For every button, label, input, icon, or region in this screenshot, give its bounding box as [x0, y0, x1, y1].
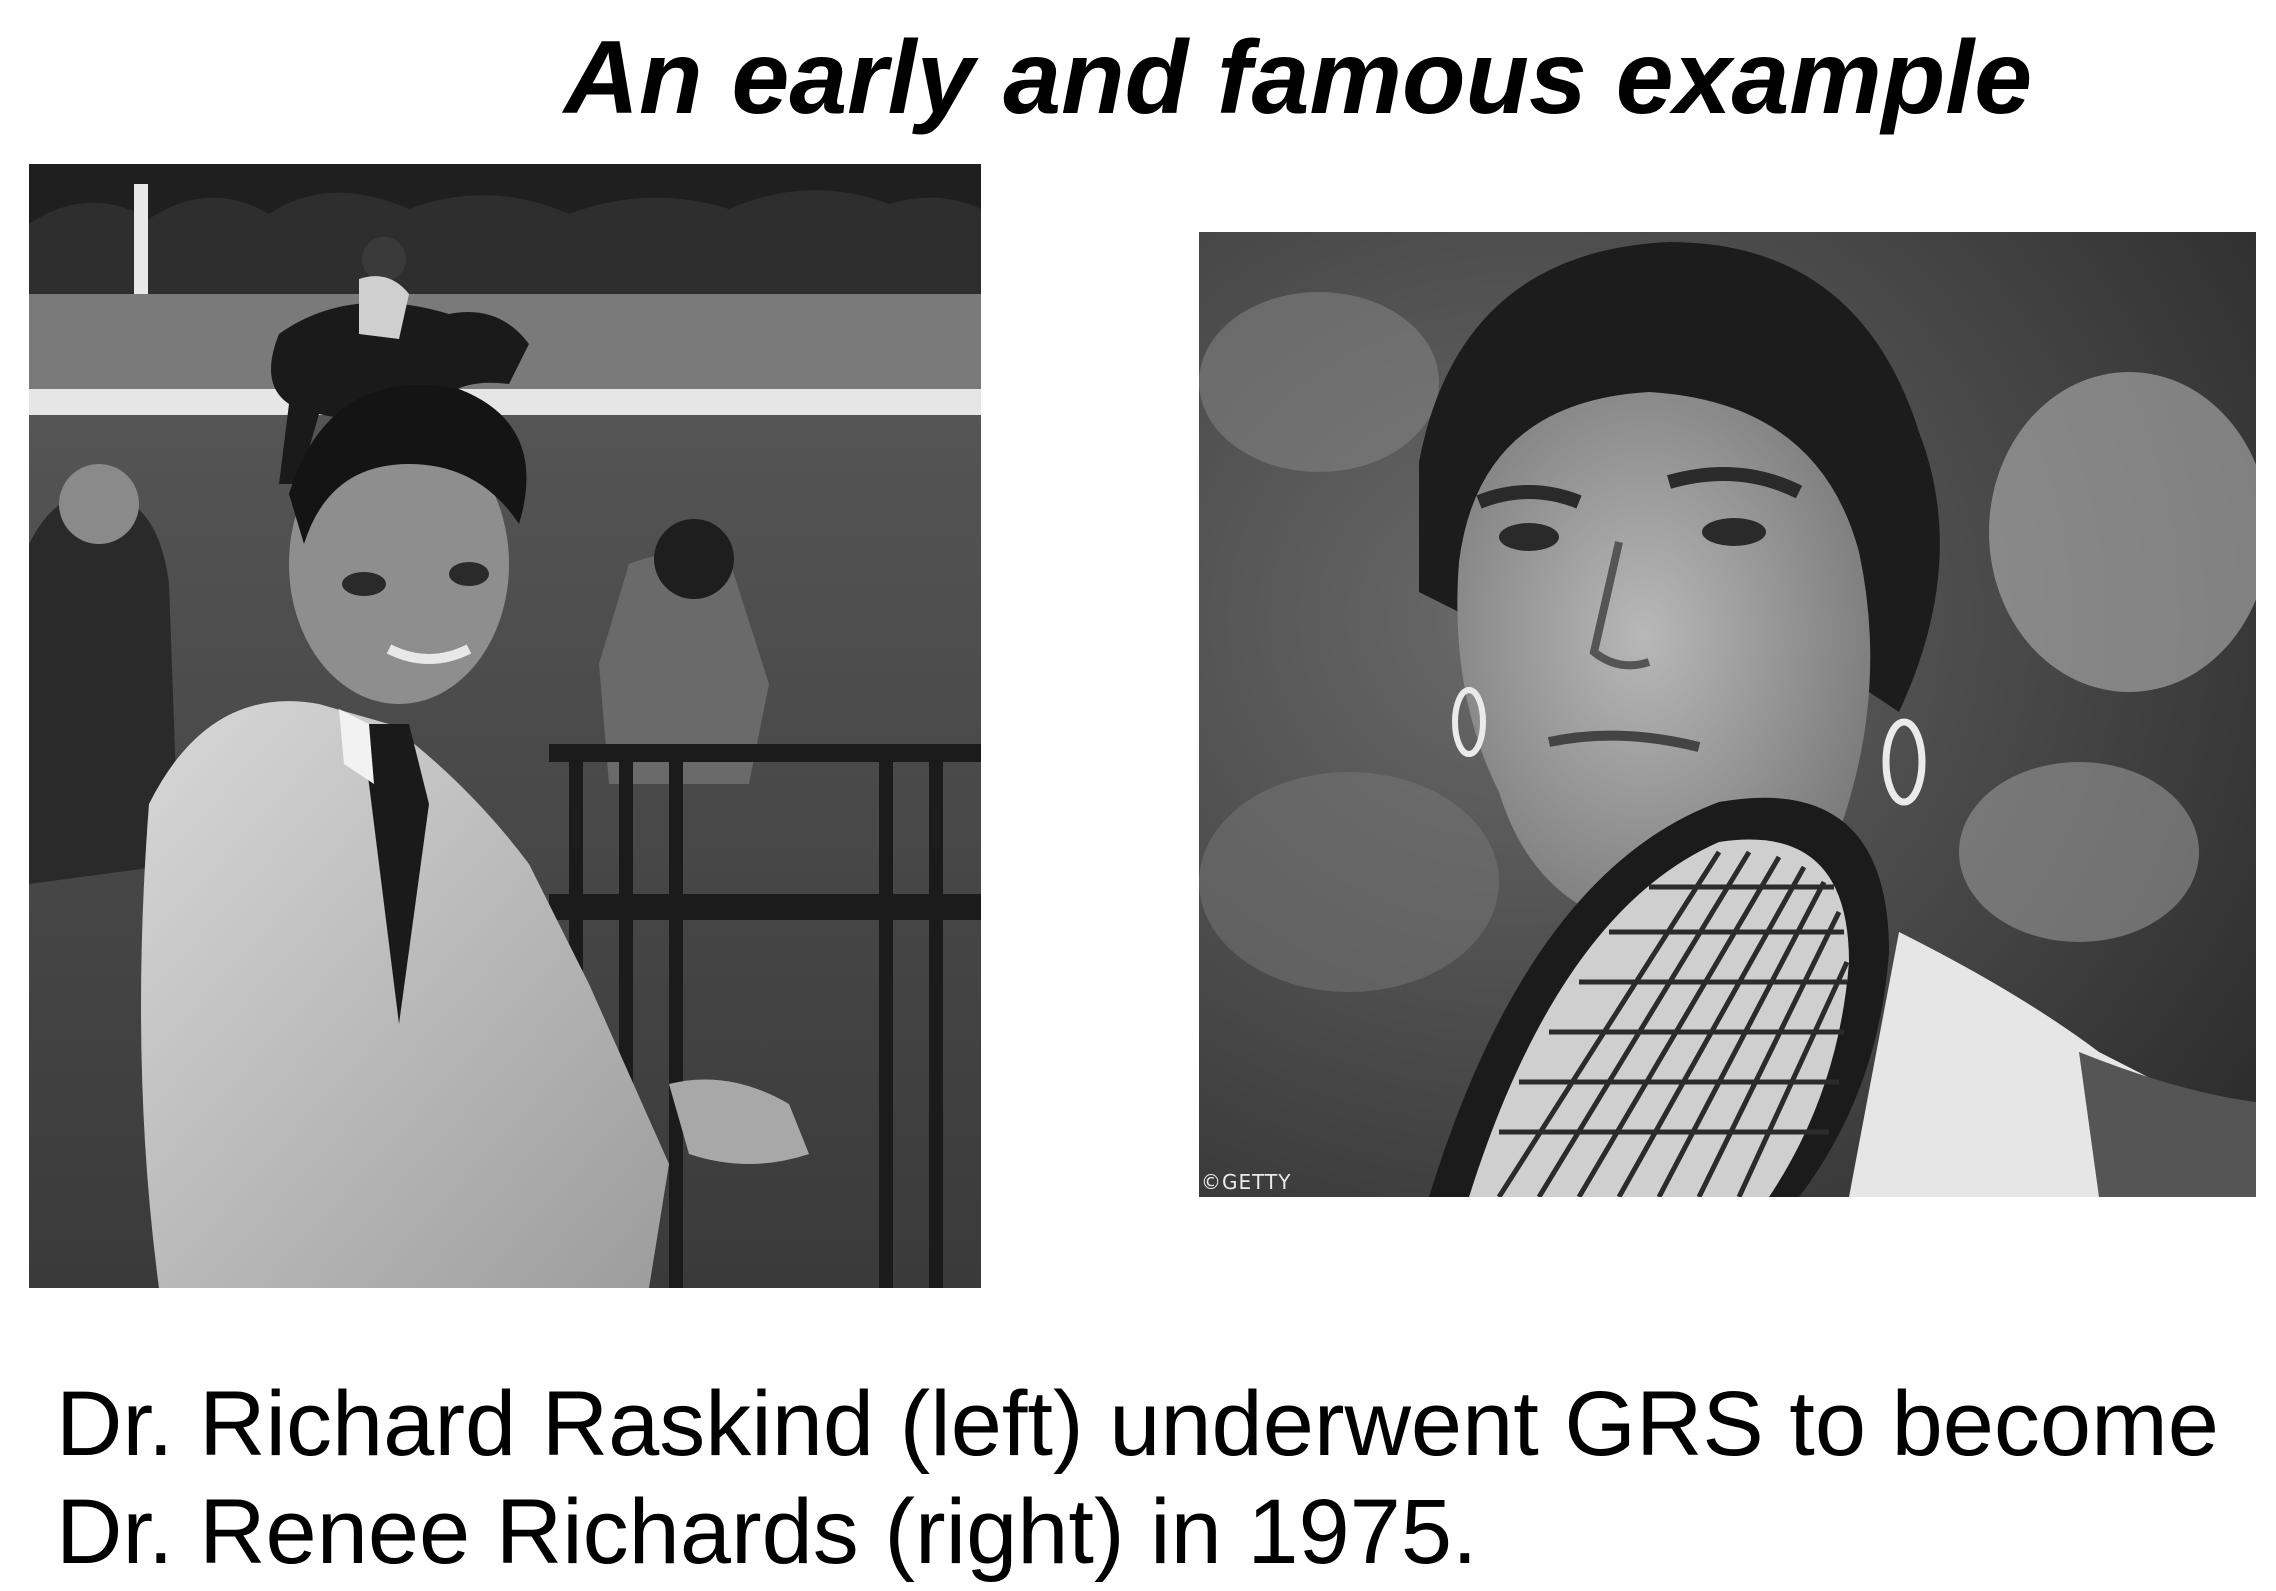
- getty-watermark: ©GETTY: [1201, 1170, 1292, 1194]
- caption-line-2: Dr. Renee Richards (right) in 1975.: [56, 1481, 1478, 1583]
- slide-title: An early and famous example: [563, 20, 2033, 136]
- photo-right-illustration: [1199, 232, 2256, 1197]
- caption-line-1: Dr. Richard Raskind (left) underwent GRS…: [56, 1373, 2219, 1475]
- photo-left-illustration: [29, 164, 981, 1288]
- photo-renee-richards: [1199, 232, 2256, 1197]
- slide-caption: Dr. Richard Raskind (left) underwent GRS…: [56, 1370, 2256, 1586]
- photo-richard-raskind: [29, 164, 981, 1288]
